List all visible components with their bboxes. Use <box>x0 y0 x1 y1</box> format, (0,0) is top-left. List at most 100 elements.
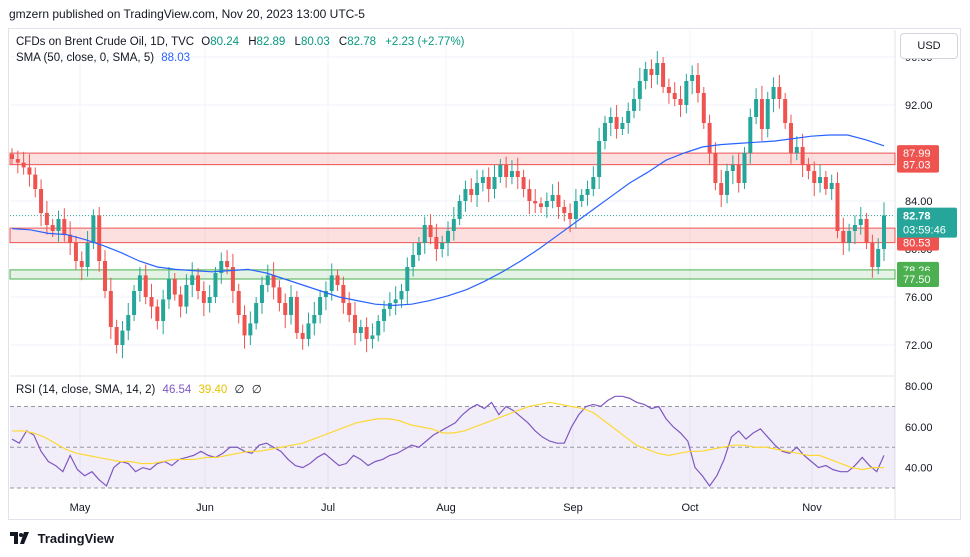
candle-body <box>666 87 671 93</box>
candle-body <box>608 117 613 123</box>
footer-brand-text: TradingView <box>37 531 114 546</box>
candle-body <box>713 153 718 183</box>
publisher-caption: gmzern published on TradingView.com, Nov… <box>9 7 365 21</box>
candle-body <box>533 201 538 204</box>
candle-body <box>265 275 270 285</box>
candle-body <box>614 117 619 129</box>
candle-body <box>794 147 799 153</box>
candle-body <box>440 243 445 249</box>
badge-mid-bottom: 80.53 <box>903 238 931 250</box>
low-value: 80.03 <box>300 36 330 48</box>
candle-body <box>126 315 131 331</box>
candle-body <box>62 219 67 235</box>
candle-body <box>318 297 323 315</box>
candle-body <box>544 201 549 207</box>
candle-body <box>85 243 90 267</box>
rsi-value: 46.54 <box>162 384 192 396</box>
candle-body <box>451 219 456 231</box>
candle-body <box>777 87 782 99</box>
candle-body <box>56 219 61 231</box>
candle-body <box>562 207 567 213</box>
candle-body <box>637 81 642 99</box>
candle-body <box>591 177 596 189</box>
badge-countdown: 03:59:46 <box>903 225 946 237</box>
candle-body <box>864 219 869 243</box>
candle-body <box>219 261 224 273</box>
rsi-tick-label: 80.00 <box>905 381 933 393</box>
candle-body <box>120 330 125 345</box>
candle-body <box>300 333 305 339</box>
candle-body <box>387 303 392 309</box>
close-value: 82.78 <box>347 36 377 48</box>
candle-body <box>91 215 96 243</box>
candle-body <box>730 165 735 171</box>
candle-body <box>759 99 764 129</box>
candle-body <box>341 285 346 303</box>
price-tick-label: 92.00 <box>905 100 933 112</box>
symbol-legend: CFDs on Brent Crude Oil, 1D, TVC O80.24 … <box>16 36 471 48</box>
candle-body <box>184 285 189 307</box>
resistance-zone <box>9 152 896 166</box>
candle-body <box>585 189 590 195</box>
candle-body <box>259 285 264 303</box>
candle-body <box>50 225 55 231</box>
candle-body <box>143 275 148 297</box>
candle-body <box>411 255 416 267</box>
candle-body <box>492 177 497 189</box>
badge-support-bottom-bg <box>897 271 939 287</box>
high-value: 82.89 <box>256 36 286 48</box>
candle-body <box>498 165 503 177</box>
candle-body <box>155 306 160 321</box>
candle-body <box>335 275 340 285</box>
candle-body <box>870 243 875 267</box>
candle-body <box>719 183 724 195</box>
candle-body <box>707 123 712 153</box>
candle-body <box>10 154 14 159</box>
candle-body <box>213 273 218 297</box>
candle-body <box>446 231 450 243</box>
candle-body <box>602 123 607 141</box>
badge-resistance-bottom: 87.03 <box>903 160 931 172</box>
candle-body <box>422 225 427 243</box>
candle-body <box>33 174 38 189</box>
rsi-label: RSI (14, close, SMA, 14, 2) <box>16 384 156 396</box>
candle-body <box>690 75 695 81</box>
time-tick-label: Nov <box>802 502 822 514</box>
candle-body <box>806 165 811 171</box>
badge-last-bg <box>897 207 957 238</box>
candle-body <box>486 177 491 189</box>
candle-body <box>742 153 747 183</box>
rsi-line <box>11 395 885 487</box>
candle-body <box>480 177 485 183</box>
candle-body <box>823 177 828 189</box>
low-label: L <box>294 36 301 48</box>
candle-body <box>539 203 544 207</box>
tradingview-logo-icon <box>10 532 30 547</box>
candle-body <box>579 195 584 201</box>
candle-body <box>736 165 741 183</box>
open-value: 80.24 <box>210 36 240 48</box>
time-tick-label: Aug <box>436 502 456 514</box>
candle-body <box>201 291 206 303</box>
rsi-extra-1: ∅ <box>234 384 245 396</box>
currency-button[interactable]: USD <box>900 33 958 59</box>
time-tick-label: Jul <box>321 502 335 514</box>
candle-body <box>393 299 398 303</box>
candle-body <box>358 327 363 333</box>
candle-body <box>27 167 32 175</box>
candle-body <box>416 243 421 255</box>
candle-body <box>166 279 171 300</box>
candle-body <box>515 171 520 177</box>
candle-body <box>15 159 20 163</box>
candle-body <box>428 225 433 237</box>
candle-body <box>376 321 381 336</box>
candle-body <box>306 323 311 339</box>
candle-body <box>382 309 387 321</box>
candle-body <box>556 195 561 207</box>
rsi-tick-label: 40.00 <box>905 463 933 475</box>
candle-body <box>405 267 410 291</box>
candle-body <box>242 315 247 336</box>
candle-body <box>847 231 852 243</box>
candle-body <box>504 165 509 177</box>
